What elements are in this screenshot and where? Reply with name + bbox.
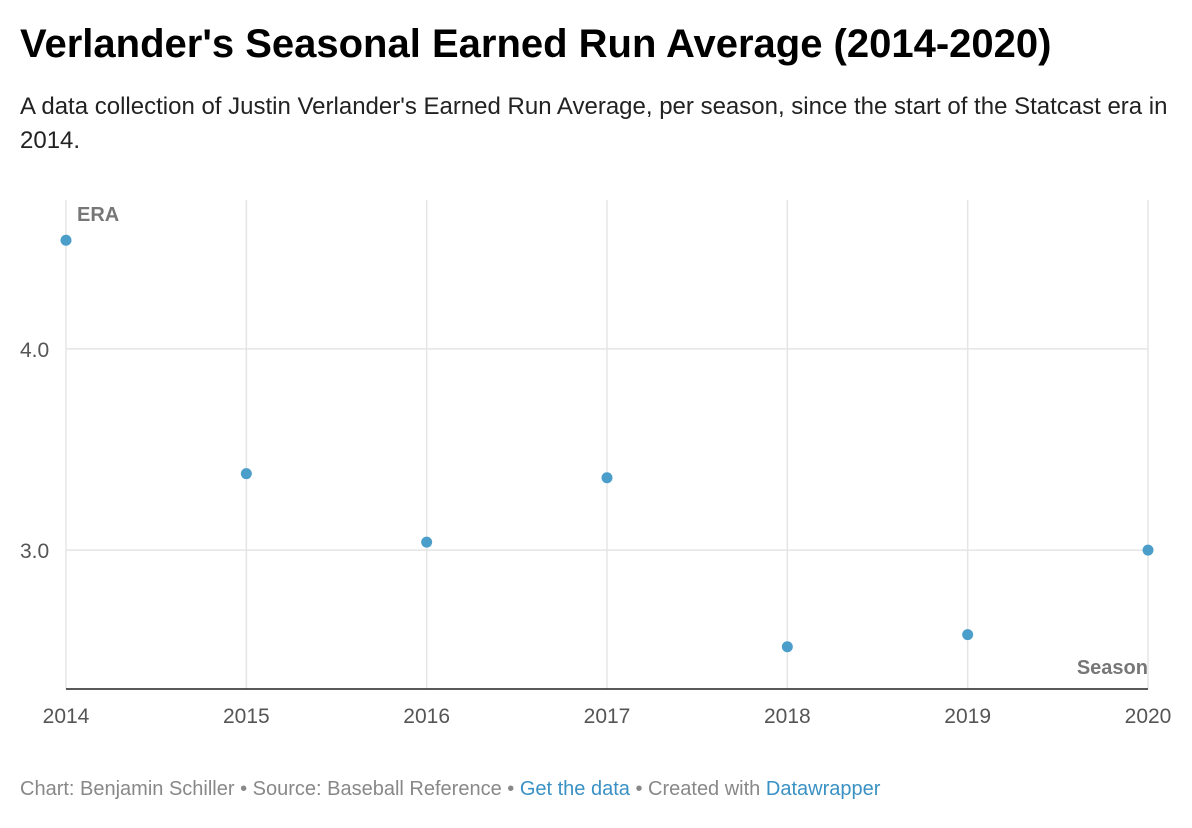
footer-credit: Chart: Benjamin Schiller [20,778,235,800]
footer-source: Source: Baseball Reference [252,778,502,800]
x-tick-label: 2016 [403,705,450,728]
x-tick-label: 2019 [944,705,991,728]
x-tick-label: 2015 [223,705,270,728]
chart-subtitle: A data collection of Justin Verlander's … [20,93,1168,154]
data-point [1142,544,1154,556]
data-points [60,234,1154,653]
chart-footer: Chart: Benjamin Schiller • Source: Baseb… [20,778,880,801]
x-axis-ticks: 2014 2015 2016 2017 2018 2019 2020 [43,705,1172,728]
get-the-data-link[interactable]: Get the data [519,778,630,800]
chart-title: Verlander's Seasonal Earned Run Average … [20,22,1052,66]
x-tick-label: 2014 [43,705,90,728]
data-point [60,234,72,246]
y-tick-label: 3.0 [20,540,49,563]
gridlines [65,200,1149,689]
x-tick-label: 2020 [1125,705,1172,728]
data-point [601,472,613,484]
footer-separator: • [234,778,253,800]
data-point [421,536,433,548]
data-point [240,468,252,480]
y-axis-label: ERA [77,204,119,226]
x-tick-label: 2018 [764,705,811,728]
footer-created-with: Created with [648,778,766,800]
x-tick-label: 2017 [584,705,631,728]
scatter-chart: 4.03.0 2014 2015 2016 2017 2018 2019 2020 ERA … [20,200,1172,728]
footer-separator: • [501,778,520,800]
datawrapper-link[interactable]: Datawrapper [765,778,881,800]
y-axis-ticks: 4.0 3.0 [20,339,49,563]
data-point [781,641,793,653]
x-axis-label: Season [1077,657,1148,679]
footer-separator: • [629,778,649,800]
data-point [962,629,974,641]
y-tick-label: 4.0 [20,339,49,362]
